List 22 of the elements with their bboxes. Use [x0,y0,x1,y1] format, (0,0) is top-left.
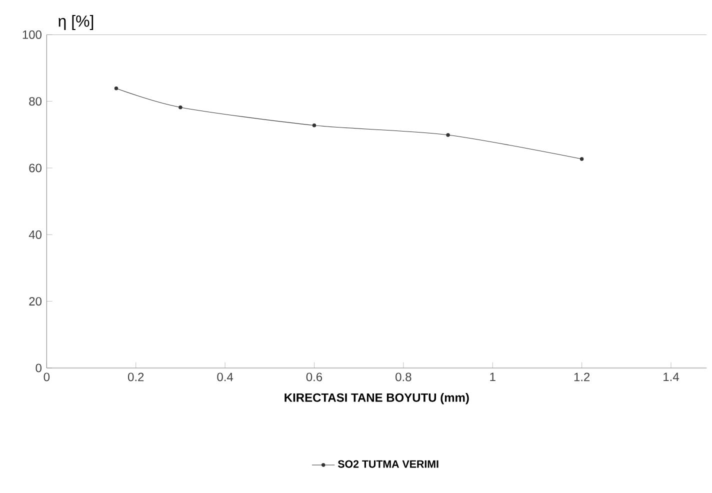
x-axis-title: KIRECTASI TANE BOYUTU (mm) [284,392,469,404]
point [312,123,316,128]
point [178,105,182,110]
point [446,132,450,137]
y-tick-label: 20 [29,296,42,306]
x-tick-label: 0.4 [217,372,234,382]
y-tick-label: 40 [28,230,42,239]
x-tick-label: 0 [44,372,50,382]
y-tick-label: 80 [29,96,42,106]
x-tick-label: 1.4 [664,372,679,381]
point [580,156,584,161]
y-tick-label: 0 [36,364,42,372]
x-tick-label: 0.2 [128,372,144,382]
x-tick-label: 0.6 [306,372,322,382]
point [114,86,118,90]
x-tick-label: 1.2 [574,372,590,381]
y-tick-label: 100 [22,30,42,39]
y-tick-label: 60 [29,164,42,172]
legend-label: SO2 TUTMA VERIMI [338,460,438,468]
x-tick-label: 0.8 [396,372,412,382]
y-axis-title: η [%] [58,14,94,30]
x-tick-label: 1 [490,372,496,381]
